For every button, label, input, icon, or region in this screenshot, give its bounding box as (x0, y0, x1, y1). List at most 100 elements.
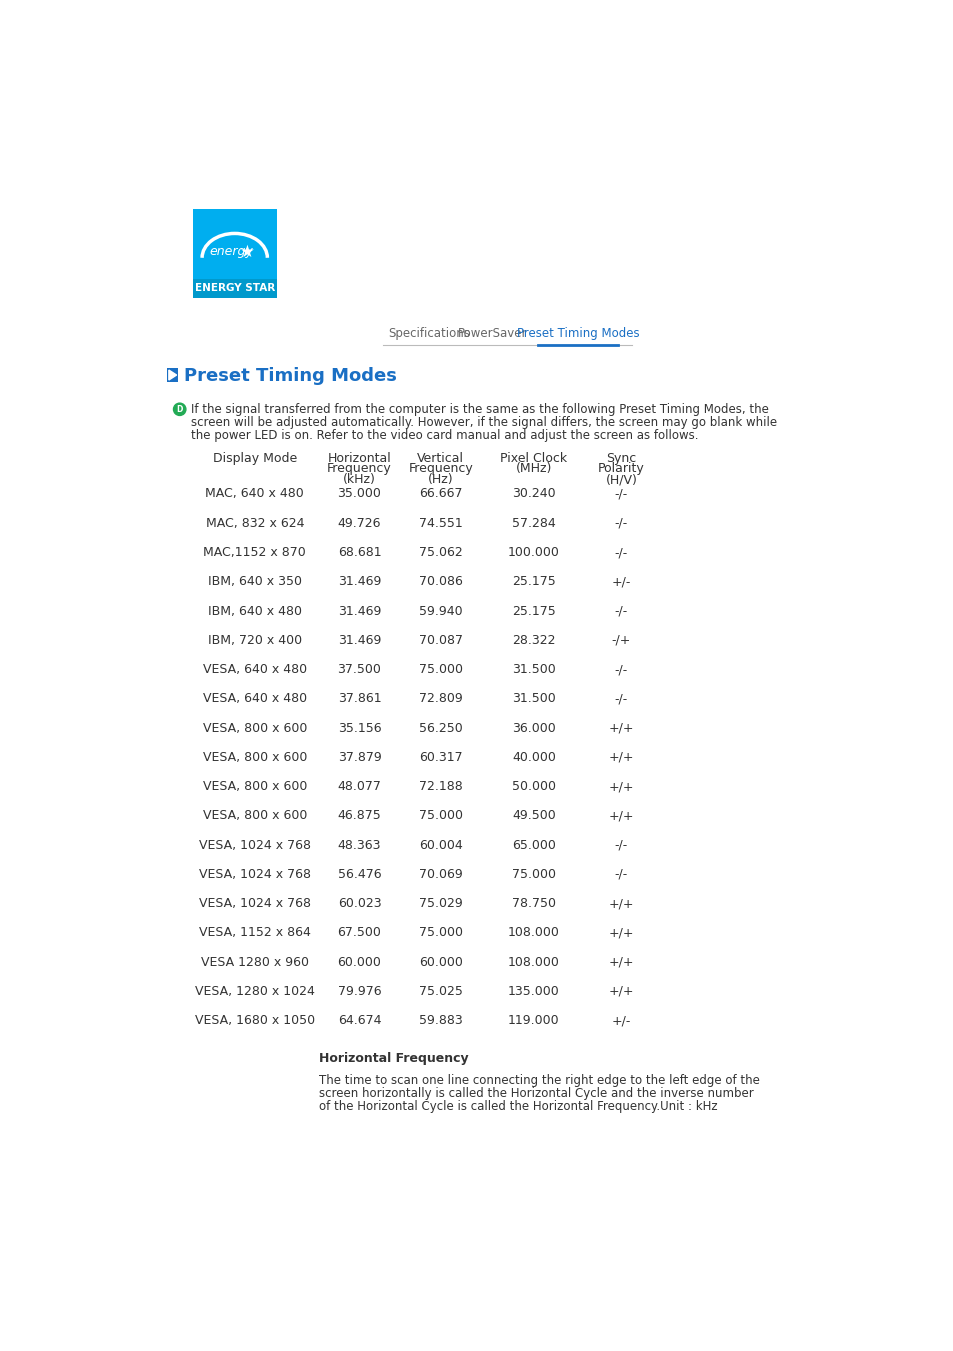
Text: 60.000: 60.000 (418, 955, 462, 969)
Text: +/+: +/+ (608, 955, 634, 969)
Text: (H/V): (H/V) (605, 473, 637, 486)
Text: 60.000: 60.000 (337, 955, 381, 969)
Text: The time to scan one line connecting the right edge to the left edge of the: The time to scan one line connecting the… (319, 1074, 760, 1086)
Text: 79.976: 79.976 (337, 985, 381, 998)
Text: 75.000: 75.000 (418, 809, 462, 823)
Text: -/-: -/- (614, 867, 627, 881)
Text: VESA, 800 x 600: VESA, 800 x 600 (202, 721, 307, 735)
Text: 100.000: 100.000 (507, 546, 559, 559)
Text: 48.363: 48.363 (337, 839, 381, 851)
Text: D: D (176, 405, 183, 413)
Text: screen horizontally is called the Horizontal Cycle and the inverse number: screen horizontally is called the Horizo… (319, 1088, 753, 1100)
Text: -/-: -/- (614, 488, 627, 500)
Text: VESA, 800 x 600: VESA, 800 x 600 (202, 751, 307, 763)
Text: 70.086: 70.086 (418, 576, 462, 588)
Text: 56.476: 56.476 (337, 867, 381, 881)
Text: 66.667: 66.667 (418, 488, 462, 500)
Text: VESA 1280 x 960: VESA 1280 x 960 (201, 955, 309, 969)
Text: Polarity: Polarity (598, 462, 644, 476)
Text: Preset Timing Modes: Preset Timing Modes (184, 367, 396, 385)
Text: -/-: -/- (614, 546, 627, 559)
Text: 31.469: 31.469 (337, 576, 381, 588)
Text: 75.029: 75.029 (418, 897, 462, 911)
Text: Preset Timing Modes: Preset Timing Modes (517, 327, 639, 340)
Text: IBM, 640 x 480: IBM, 640 x 480 (208, 604, 301, 617)
Text: Frequency: Frequency (408, 462, 473, 476)
Text: (Hz): (Hz) (428, 473, 454, 486)
Text: 35.000: 35.000 (337, 488, 381, 500)
Text: -/-: -/- (614, 663, 627, 676)
Text: +/-: +/- (611, 576, 631, 588)
Text: VESA, 1152 x 864: VESA, 1152 x 864 (199, 927, 311, 939)
Text: 25.175: 25.175 (512, 604, 556, 617)
Text: +/+: +/+ (608, 897, 634, 911)
Text: -/-: -/- (614, 604, 627, 617)
Text: 50.000: 50.000 (512, 780, 556, 793)
Text: IBM, 720 x 400: IBM, 720 x 400 (208, 634, 301, 647)
Text: +/+: +/+ (608, 721, 634, 735)
Text: 59.940: 59.940 (418, 604, 462, 617)
Text: VESA, 800 x 600: VESA, 800 x 600 (202, 809, 307, 823)
Text: VESA, 640 x 480: VESA, 640 x 480 (203, 692, 307, 705)
Text: 31.469: 31.469 (337, 604, 381, 617)
Text: 75.000: 75.000 (418, 927, 462, 939)
Text: VESA, 1024 x 768: VESA, 1024 x 768 (198, 897, 311, 911)
Text: 74.551: 74.551 (418, 516, 462, 530)
Text: screen will be adjusted automatically. However, if the signal differs, the scree: screen will be adjusted automatically. H… (191, 416, 776, 430)
Text: 75.000: 75.000 (512, 867, 556, 881)
Text: Horizontal Frequency: Horizontal Frequency (319, 1052, 468, 1065)
Text: 119.000: 119.000 (508, 1015, 559, 1027)
Text: 30.240: 30.240 (512, 488, 555, 500)
Text: 60.004: 60.004 (418, 839, 462, 851)
Text: -/+: -/+ (611, 634, 631, 647)
Text: Vertical: Vertical (416, 451, 464, 465)
Text: (kHz): (kHz) (343, 473, 375, 486)
Text: (MHz): (MHz) (516, 462, 552, 476)
Text: 75.000: 75.000 (418, 663, 462, 676)
Text: ★: ★ (239, 243, 254, 261)
Text: MAC, 640 x 480: MAC, 640 x 480 (205, 488, 304, 500)
Text: +/-: +/- (611, 1015, 631, 1027)
Text: 75.025: 75.025 (418, 985, 462, 998)
Text: -/-: -/- (614, 839, 627, 851)
Text: 108.000: 108.000 (507, 927, 559, 939)
FancyBboxPatch shape (167, 367, 178, 381)
Text: 37.500: 37.500 (337, 663, 381, 676)
Text: 25.175: 25.175 (512, 576, 556, 588)
Text: MAC,1152 x 870: MAC,1152 x 870 (203, 546, 306, 559)
Text: energy: energy (209, 245, 253, 258)
Text: 56.250: 56.250 (418, 721, 462, 735)
Text: 28.322: 28.322 (512, 634, 555, 647)
Text: Pixel Clock: Pixel Clock (499, 451, 567, 465)
Text: -/-: -/- (614, 692, 627, 705)
Text: 31.500: 31.500 (512, 663, 556, 676)
Polygon shape (169, 370, 176, 380)
Text: 72.809: 72.809 (418, 692, 462, 705)
Text: 40.000: 40.000 (512, 751, 556, 763)
Text: 108.000: 108.000 (507, 955, 559, 969)
Text: 70.069: 70.069 (418, 867, 462, 881)
Text: 46.875: 46.875 (337, 809, 381, 823)
Text: 31.500: 31.500 (512, 692, 556, 705)
Text: Sync: Sync (606, 451, 636, 465)
Text: 36.000: 36.000 (512, 721, 556, 735)
Text: Horizontal: Horizontal (327, 451, 391, 465)
Text: 60.317: 60.317 (418, 751, 462, 763)
Text: VESA, 1680 x 1050: VESA, 1680 x 1050 (194, 1015, 314, 1027)
Text: 35.156: 35.156 (337, 721, 381, 735)
Text: 49.726: 49.726 (337, 516, 381, 530)
Text: IBM, 640 x 350: IBM, 640 x 350 (208, 576, 301, 588)
Text: 48.077: 48.077 (337, 780, 381, 793)
Text: the power LED is on. Refer to the video card manual and adjust the screen as fol: the power LED is on. Refer to the video … (191, 430, 698, 442)
Text: VESA, 1024 x 768: VESA, 1024 x 768 (198, 867, 311, 881)
Text: +/+: +/+ (608, 780, 634, 793)
Text: 68.681: 68.681 (337, 546, 381, 559)
Text: 31.469: 31.469 (337, 634, 381, 647)
Text: VESA, 1024 x 768: VESA, 1024 x 768 (198, 839, 311, 851)
Text: 37.861: 37.861 (337, 692, 381, 705)
Text: 59.883: 59.883 (418, 1015, 462, 1027)
Text: 135.000: 135.000 (507, 985, 559, 998)
Text: VESA, 1280 x 1024: VESA, 1280 x 1024 (194, 985, 314, 998)
Text: 37.879: 37.879 (337, 751, 381, 763)
Text: 75.062: 75.062 (418, 546, 462, 559)
